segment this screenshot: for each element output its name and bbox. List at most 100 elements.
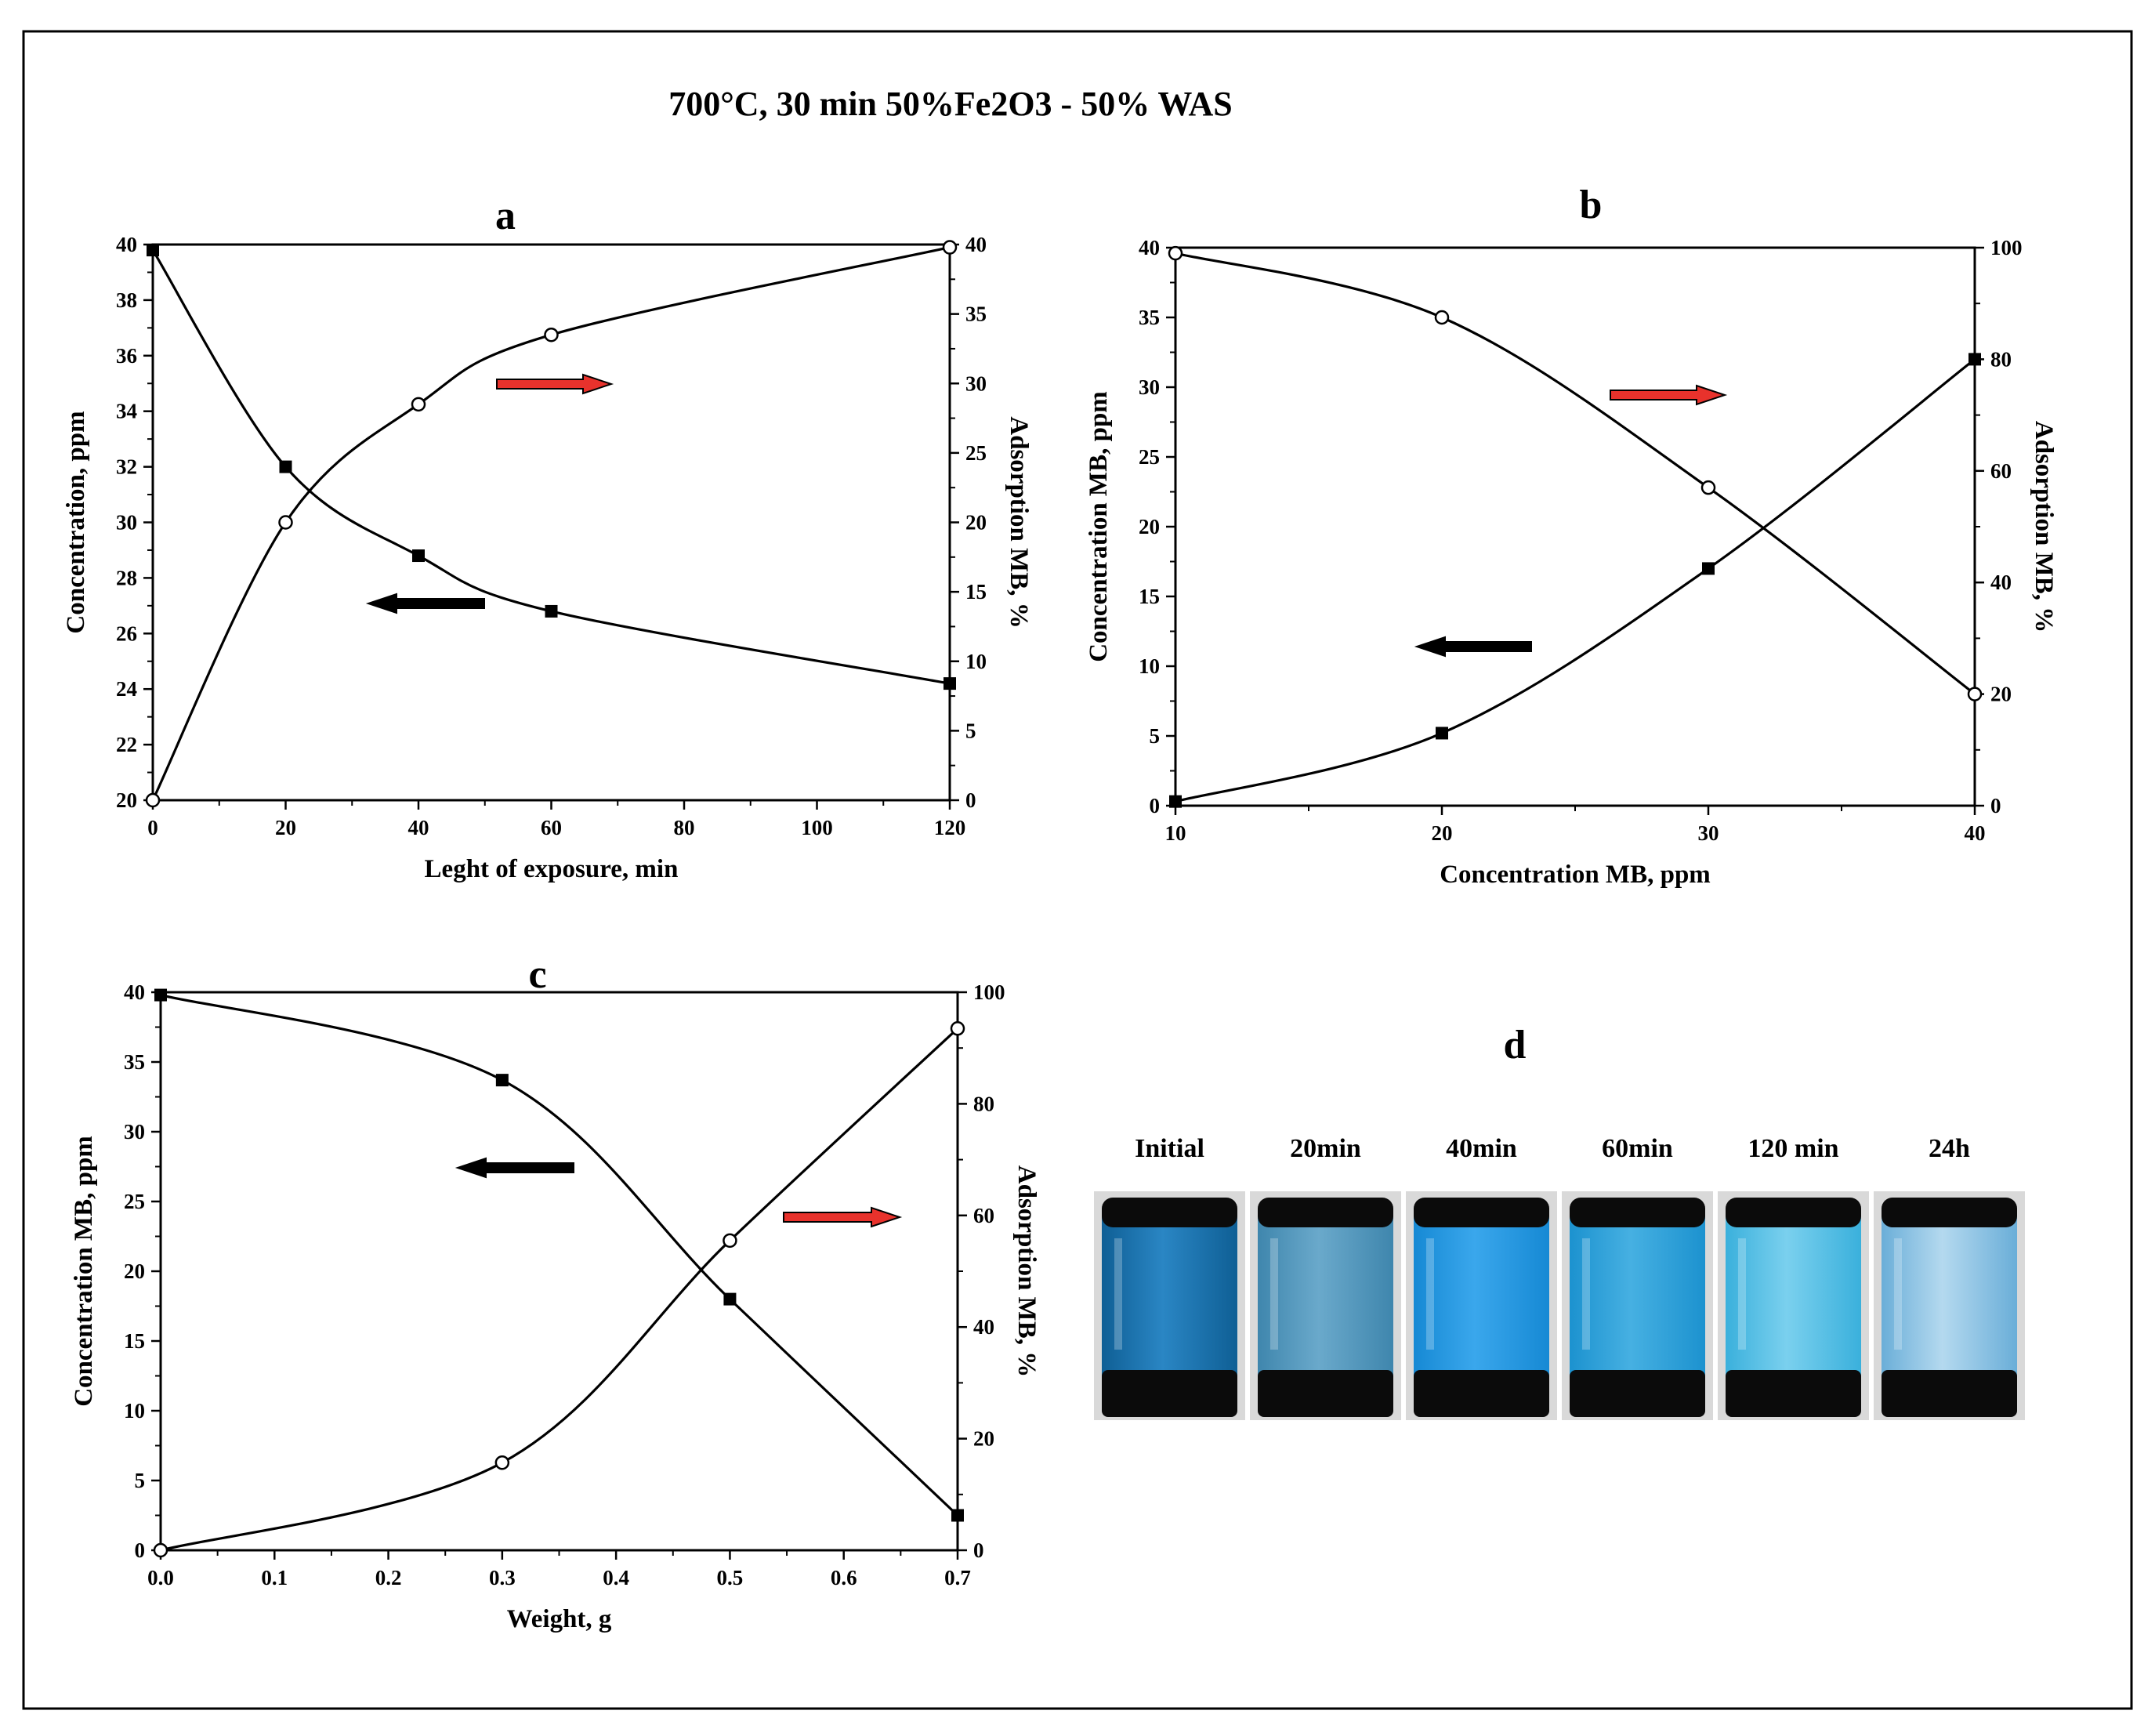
panel-a-yl-tick-label: 32	[116, 455, 137, 479]
panel-a-yl-tick-label: 26	[116, 622, 137, 645]
panel-b-adsorption-point	[1434, 310, 1450, 325]
panel-b-yl-tick-label: 35	[1139, 306, 1160, 329]
panel-c-y-left-title: Concentration MB, ppm	[70, 1136, 98, 1407]
panel-b-x-tick-label: 10	[1165, 821, 1186, 845]
panel-c-x-tick-label: 0.7	[944, 1566, 971, 1589]
vial-sediment	[1882, 1370, 2017, 1417]
vial-label: 24h	[1929, 1134, 1970, 1163]
panel-b-yr-tick-label: 80	[1990, 347, 2012, 371]
panel-b-yl-tick-label: 0	[1150, 794, 1161, 817]
panel-a-yl-tick-label: 30	[116, 511, 137, 535]
panel-a-concentration-point	[545, 604, 558, 618]
vial-glass-reflection	[1738, 1238, 1746, 1350]
panel-b-y-right-title: Adsorption MB, %	[2030, 421, 2058, 632]
panel-a-x-tick-label: 60	[541, 816, 562, 839]
panel-a-yl-tick-label: 36	[116, 344, 137, 368]
panel-b-concentration-point	[1968, 353, 1981, 366]
panel-a-adsorption-point	[278, 515, 293, 530]
vial-sediment	[1258, 1370, 1393, 1417]
panel-b-yl-tick-label: 25	[1139, 445, 1160, 469]
panel-b-yl-tick-label: 10	[1139, 654, 1160, 678]
panel-a-yl-tick-label: 28	[116, 566, 137, 589]
panel-a-y-left-title: Concentration, ppm	[62, 411, 90, 633]
panel-c-letter: c	[528, 952, 546, 997]
vial-label: Initial	[1135, 1134, 1204, 1163]
panel-a-yr-tick-label: 25	[965, 441, 987, 465]
vial-sediment	[1102, 1370, 1237, 1417]
vial-label: 120 min	[1748, 1134, 1838, 1163]
panel-c-concentration-point	[495, 1074, 509, 1087]
panel-b-x-tick-label: 30	[1698, 821, 1719, 845]
panel-c-yl-tick-label: 40	[124, 980, 145, 1004]
panel-a-yl-tick-label: 22	[116, 733, 137, 756]
panel-a-x-tick-label: 0	[147, 816, 158, 839]
panel-c-adsorption-point	[494, 1455, 510, 1470]
panel-a-yr-tick-label: 40	[965, 233, 987, 256]
panel-c-x-tick-label: 0.6	[831, 1566, 857, 1589]
panel-b-adsorption-line	[1175, 252, 1976, 695]
panel-a-x-tick-label: 40	[408, 816, 429, 839]
panel-b-x-axis-title: Concentration MB, ppm	[1440, 861, 1711, 889]
panel-a-chart: a 0 20 40 60 80 100 120 20 22 24 26 28 30 32 34 36 38 40 0 5…	[62, 194, 1033, 883]
panel-c-concentration-point	[154, 988, 167, 1002]
panel-b-yl-tick-label: 20	[1139, 515, 1160, 538]
panel-b-yl-tick-label: 40	[1139, 236, 1160, 259]
panel-c-yl-tick-label: 20	[124, 1259, 145, 1283]
panel-a-x-tick-label: 80	[674, 816, 695, 839]
vial-glass-reflection	[1426, 1238, 1434, 1350]
panel-b-adsorption-point	[1967, 687, 1983, 701]
panel-b-yl-tick-label: 15	[1139, 585, 1160, 608]
panel-c-concentration-point	[951, 1509, 964, 1522]
panel-a-adsorption-point	[942, 240, 958, 255]
panel-a-yr-tick-label: 30	[965, 371, 987, 395]
vial-top-layer	[1258, 1198, 1393, 1227]
vial-liquid	[1102, 1198, 1237, 1417]
vial-liquid	[1882, 1198, 2017, 1417]
panel-d-vials: d Initial 20min 40min 60min 120 min 24h	[1094, 1023, 2025, 1420]
panel-a-black-axis-arrow	[365, 593, 485, 614]
vial-sediment	[1570, 1370, 1705, 1417]
panel-b-letter: b	[1580, 183, 1603, 227]
vial-liquid	[1570, 1198, 1705, 1417]
panel-c-adsorption-point	[950, 1021, 965, 1036]
panel-c-chart: c0.0 0.1 0.2 0.3 0.4 0.5 0.6 0.7051015202530354…	[70, 952, 1041, 1633]
panel-a-yl-tick-label: 38	[116, 288, 137, 312]
panel-c-x-tick-label: 0.0	[147, 1566, 174, 1589]
panel-b-yr-tick-label: 0	[1990, 794, 2001, 817]
panel-a-yr-tick-label: 0	[965, 788, 976, 812]
panel-c-x-tick-label: 0.5	[717, 1566, 744, 1589]
panel-c-x-tick-label: 0.1	[261, 1566, 288, 1589]
panel-b-yr-tick-label: 100	[1990, 236, 2023, 259]
panel-a-yr-tick-label: 10	[965, 650, 987, 673]
panel-c-red-axis-arrow	[783, 1206, 903, 1228]
panel-b-yr-tick-label: 20	[1990, 683, 2012, 706]
panel-b-adsorption-point	[1700, 480, 1716, 495]
panel-c-x-tick-label: 0.4	[603, 1566, 629, 1589]
panel-a-concentration-point	[412, 549, 425, 563]
panel-a-y-right-title: Adsorption MB, %	[1005, 416, 1033, 628]
panel-c-y-right-title: Adsorption MB, %	[1012, 1165, 1041, 1377]
panel-a-adsorption-point	[411, 397, 426, 412]
panel-b-x-tick-label: 40	[1965, 821, 1986, 845]
panel-c-adsorption-line	[160, 1027, 959, 1552]
vial-label: 40min	[1446, 1134, 1517, 1163]
vial-glass-reflection	[1270, 1238, 1278, 1350]
panel-c-concentration-point	[723, 1292, 737, 1306]
panel-c-adsorption-point	[723, 1233, 737, 1249]
panel-a-letter: a	[495, 194, 516, 238]
figure-frame	[22, 30, 2133, 1710]
panel-a-x-axis-title: Leght of exposure, min	[425, 855, 679, 883]
panel-a-concentration-point	[147, 244, 159, 257]
panel-c-black-axis-arrow	[455, 1157, 574, 1179]
panel-a-x-tick-label: 120	[934, 816, 966, 839]
panel-b-adsorption-point	[1168, 245, 1183, 261]
panel-c-adsorption-point	[153, 1542, 168, 1558]
panel-a-concentration-point	[943, 677, 956, 690]
panel-c-yr-tick-label: 60	[973, 1204, 994, 1227]
panel-c-yl-tick-label: 10	[124, 1399, 145, 1423]
panel-b-black-axis-arrow	[1414, 636, 1532, 658]
panel-a-yr-tick-label: 35	[965, 303, 987, 326]
panel-a-yr-tick-label: 15	[965, 580, 987, 603]
vial-label: 60min	[1602, 1134, 1673, 1163]
